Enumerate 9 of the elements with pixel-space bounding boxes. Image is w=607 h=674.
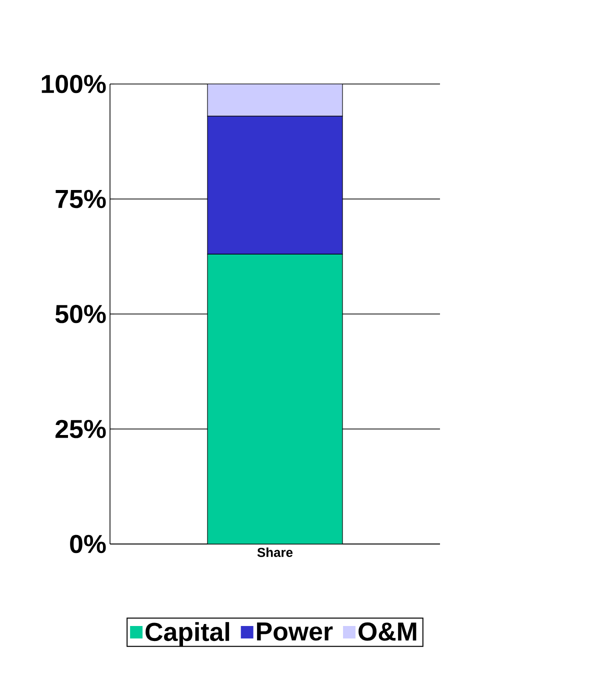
y-tick-label: 25% bbox=[56, 420, 106, 438]
legend-label: O&M bbox=[358, 622, 416, 641]
legend-label: Capital bbox=[146, 622, 230, 646]
y-tick-label: 0% bbox=[70, 534, 106, 554]
legend-label: Power bbox=[257, 622, 333, 641]
x-tick-label: Share bbox=[257, 548, 293, 558]
y-tick-label: 50% bbox=[55, 304, 106, 324]
y-tick-label: 100% bbox=[42, 74, 106, 94]
y-tick-label: 75% bbox=[56, 190, 106, 208]
